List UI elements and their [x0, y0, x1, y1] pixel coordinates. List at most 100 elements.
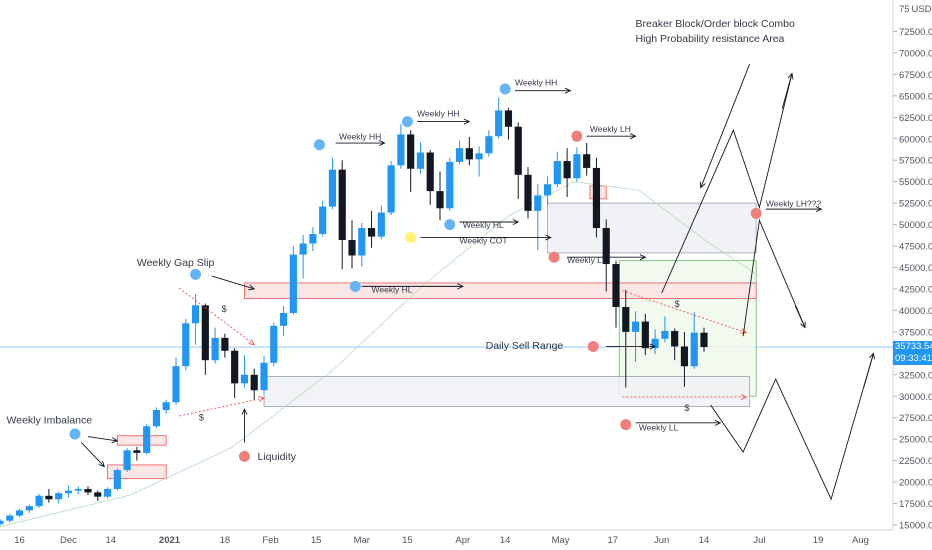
arrow-head: [649, 343, 657, 350]
annotation-label: Weekly HH: [417, 108, 459, 118]
candle-body: [221, 337, 229, 351]
price-tick-label: 70000.00: [899, 48, 932, 59]
candle-body: [680, 346, 689, 367]
time-tick-label: 16: [14, 535, 25, 546]
annotation-label: $: [675, 299, 680, 309]
annotation-label: Daily Sell Range: [486, 340, 564, 352]
price-tick-label: 67500.00: [899, 70, 932, 81]
breaker-block-zone: [547, 202, 757, 254]
liquidity-zone: [263, 376, 751, 407]
gap-slip-zone: [244, 282, 757, 299]
candle-body: [436, 191, 444, 209]
price-tick-label: 37500.00: [899, 327, 932, 338]
candle-body: [191, 305, 200, 324]
candle-body: [602, 228, 610, 265]
time-tick-label: Aug: [852, 535, 869, 546]
candle-body: [74, 488, 82, 491]
weekly-lh-question-marker: [750, 207, 762, 219]
annotation-label: Weekly LL: [639, 423, 679, 433]
candle-body: [426, 152, 434, 192]
candle-body: [309, 234, 317, 244]
candle-body: [455, 148, 464, 162]
annotation-label: $: [199, 412, 204, 422]
arrow-head: [800, 321, 806, 329]
price-tick-label: 40000.00: [899, 306, 932, 317]
annotation-arrow: [863, 353, 874, 388]
liquidity-marker: [238, 450, 250, 462]
candle-body: [45, 495, 53, 500]
price-tick-label: 22500.00: [899, 456, 932, 467]
time-tick-label: Dec: [60, 535, 77, 546]
price-tick-label: 45000.00: [899, 263, 932, 274]
arrow-head: [714, 419, 722, 426]
gap-slip-marker: [190, 268, 202, 280]
projection-path-mid: [742, 218, 806, 337]
candle-body: [661, 331, 669, 339]
arrow-head: [639, 254, 647, 261]
candle-body: [387, 165, 395, 213]
candle-body: [162, 402, 170, 410]
arrow-head: [740, 394, 748, 401]
candle-body: [15, 510, 24, 516]
annotation-arrow: [179, 397, 265, 417]
candle-body: [592, 167, 601, 229]
time-tick-label: 14: [500, 535, 511, 546]
candle-body: [446, 161, 454, 209]
candle-body: [201, 305, 209, 361]
arrow-head: [111, 437, 119, 444]
price-tick-label: 65000.00: [899, 91, 932, 102]
arrow-head: [787, 72, 794, 80]
candle-body: [231, 350, 239, 384]
moving-average-line: [0, 181, 760, 528]
imbalance-zone-upper: [116, 435, 167, 446]
candle-body: [211, 337, 219, 361]
candle-body: [622, 306, 630, 332]
annotation-label: Liquidity: [257, 451, 296, 463]
daily-sell-range-zone: [618, 260, 757, 397]
last-price-value: 35733.54: [895, 341, 932, 353]
price-tick-label: 25000.00: [899, 435, 932, 446]
annotation-arrow: [781, 73, 793, 109]
candle-body: [367, 228, 376, 237]
time-tick-label: May: [552, 535, 570, 546]
annotation-arrow: [178, 287, 255, 346]
candle-body: [113, 470, 121, 489]
candle-body: [260, 362, 268, 391]
candle-body: [328, 169, 337, 207]
candle-body: [25, 506, 33, 511]
arrow-head: [740, 328, 748, 334]
arrow-head: [869, 352, 875, 360]
candle-body: [319, 206, 327, 235]
candle-body: [407, 134, 415, 169]
time-tick-label: 18: [220, 535, 231, 546]
candle-body: [143, 426, 151, 453]
annotation-label: Weekly HL: [372, 284, 413, 294]
candle-body: [504, 110, 513, 127]
candles-layer: [0, 97, 708, 526]
time-tick-label: 15: [311, 535, 322, 546]
weekly-ll-marker-2: [620, 419, 632, 431]
candle-body: [524, 174, 532, 211]
weekly-lh-marker: [571, 130, 583, 142]
candle-body: [553, 161, 561, 185]
price-tick-label: 72500.00: [899, 27, 932, 38]
arrow-head: [457, 283, 464, 290]
price-tick-label: 30000.00: [899, 392, 932, 403]
candle-body: [123, 450, 131, 471]
annotations-layer: Weekly Imbalance Weekly Gap Slip Liquidity…: [7, 18, 875, 501]
annotation-label: Weekly LH: [590, 124, 631, 134]
countdown-timer: 09:33:41: [895, 353, 932, 365]
time-tick-label: Mar: [354, 535, 370, 546]
time-tick-label: 17: [607, 535, 618, 546]
arrow-head: [98, 460, 106, 468]
annotation-label: Breaker Block/Order block Combo: [636, 18, 795, 30]
time-tick-label: Apr: [455, 535, 470, 546]
arrow-head: [512, 218, 520, 226]
arrow-head: [258, 396, 266, 402]
arrow-head: [545, 234, 552, 241]
candle-body: [338, 169, 346, 241]
arrow-head: [699, 181, 706, 189]
annotation-label: Weekly Imbalance: [7, 415, 93, 427]
candle-body: [583, 154, 591, 168]
